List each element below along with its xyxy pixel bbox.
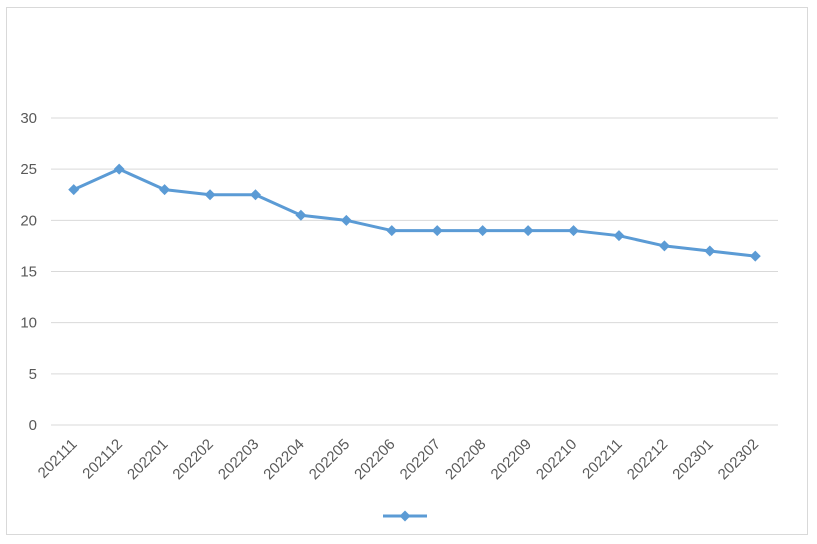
x-tick-label: 202207	[397, 436, 444, 483]
x-tick-label: 202202	[169, 436, 216, 483]
series-line	[68, 163, 761, 262]
x-tick-label: 202205	[306, 436, 353, 483]
y-tick-label: 30	[20, 110, 37, 127]
x-tick-label: 202301	[669, 436, 716, 483]
y-tick-label: 20	[20, 212, 37, 229]
data-point-marker	[568, 225, 580, 237]
data-point-marker	[613, 230, 625, 242]
x-tick-label: 202206	[351, 436, 398, 483]
data-point-marker	[340, 214, 352, 226]
legend-marker-swatch	[399, 510, 411, 522]
y-axis-tick-labels: 0 5 10 15 20 25 30	[20, 110, 37, 434]
x-tick-label: 202302	[715, 436, 762, 483]
data-point-marker	[431, 225, 443, 237]
x-tick-label: 202212	[624, 436, 671, 483]
x-axis-tick-labels: 2021112021122022012022022022032022042022…	[35, 436, 762, 483]
gridlines	[51, 117, 778, 426]
data-point-marker	[749, 250, 761, 262]
data-point-marker	[477, 225, 489, 237]
x-tick-label: 202209	[488, 436, 535, 483]
x-tick-label: 202203	[215, 436, 262, 483]
x-tick-label: 202210	[533, 436, 580, 483]
y-tick-label: 5	[29, 366, 37, 383]
x-tick-label: 202112	[79, 436, 126, 483]
data-point-marker	[159, 184, 171, 196]
data-point-marker	[295, 209, 307, 221]
data-point-marker	[386, 225, 398, 237]
y-tick-label: 0	[29, 417, 37, 434]
x-tick-label: 202208	[442, 436, 489, 483]
series-line-path	[72, 167, 757, 258]
data-point-marker	[204, 189, 216, 201]
data-point-marker	[704, 245, 716, 257]
data-point-marker	[113, 163, 125, 175]
x-tick-label: 202201	[124, 436, 171, 483]
y-tick-label: 10	[20, 315, 37, 332]
y-tick-label: 15	[20, 264, 37, 281]
x-tick-label: 202204	[260, 436, 307, 483]
legend	[383, 510, 427, 522]
x-tick-label: 202211	[579, 436, 626, 483]
data-point-marker	[68, 184, 80, 196]
x-tick-label: 202111	[35, 436, 81, 482]
data-point-marker	[658, 240, 670, 252]
data-point-marker	[249, 189, 261, 201]
y-tick-label: 25	[20, 161, 37, 178]
data-point-marker	[522, 225, 534, 237]
